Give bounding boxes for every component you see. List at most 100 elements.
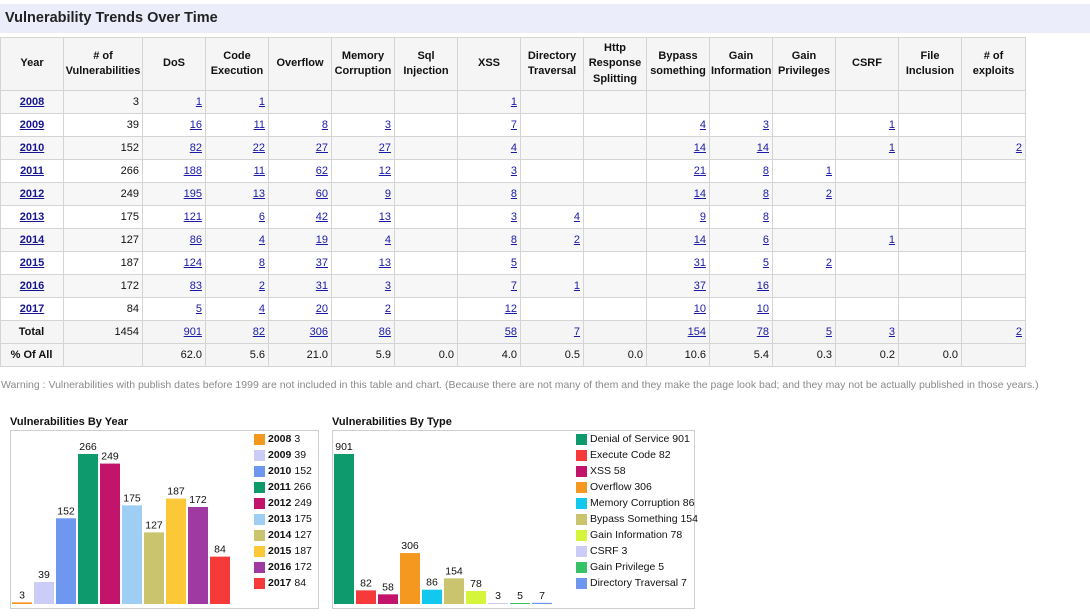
count-link[interactable]: 12: [378, 165, 391, 177]
count-link[interactable]: 3: [510, 165, 517, 177]
count-link[interactable]: 8: [510, 234, 517, 246]
count-link[interactable]: 4: [699, 119, 706, 131]
count-link[interactable]: 2: [1015, 142, 1022, 154]
year-link[interactable]: 2013: [19, 211, 45, 223]
year-link[interactable]: 2010: [19, 142, 45, 154]
total-link[interactable]: 2: [1015, 326, 1022, 338]
year-link[interactable]: 2014: [19, 234, 45, 246]
count-link[interactable]: 8: [258, 257, 265, 269]
year-link[interactable]: 2012: [19, 188, 45, 200]
table-cell: 62: [268, 159, 332, 183]
count-link[interactable]: 20: [315, 303, 328, 315]
year-link[interactable]: 2015: [19, 257, 45, 269]
count-link[interactable]: 4: [573, 211, 580, 223]
count-link[interactable]: 6: [258, 211, 265, 223]
count-link[interactable]: 2: [825, 257, 832, 269]
count-link[interactable]: 27: [378, 142, 391, 154]
count-link[interactable]: 8: [510, 188, 517, 200]
count-link[interactable]: 27: [315, 142, 328, 154]
count-link[interactable]: 188: [183, 165, 202, 177]
count-link[interactable]: 82: [189, 142, 202, 154]
count-link[interactable]: 8: [762, 188, 769, 200]
year-link[interactable]: 2016: [19, 280, 45, 292]
count-link[interactable]: 22: [252, 142, 265, 154]
count-link[interactable]: 1: [888, 234, 895, 246]
count-link[interactable]: 4: [384, 234, 391, 246]
count-link[interactable]: 2: [258, 280, 265, 292]
count-link[interactable]: 12: [504, 303, 517, 315]
total-link[interactable]: 86: [378, 326, 391, 338]
total-link[interactable]: 306: [309, 326, 328, 338]
count-link[interactable]: 16: [189, 119, 202, 131]
total-link[interactable]: 154: [687, 326, 706, 338]
count-link[interactable]: 8: [762, 165, 769, 177]
count-link[interactable]: 195: [183, 188, 202, 200]
total-link[interactable]: 78: [756, 326, 769, 338]
count-link[interactable]: 9: [699, 211, 706, 223]
count-link[interactable]: 14: [756, 142, 769, 154]
count-link[interactable]: 13: [378, 257, 391, 269]
count-link[interactable]: 4: [510, 142, 517, 154]
count-link[interactable]: 4: [258, 234, 265, 246]
year-link[interactable]: 2017: [19, 303, 45, 315]
count-link[interactable]: 2: [825, 188, 832, 200]
count-link[interactable]: 11: [253, 119, 265, 131]
total-link[interactable]: 5: [825, 326, 832, 338]
count-link[interactable]: 4: [258, 303, 265, 315]
count-link[interactable]: 1: [195, 96, 202, 108]
count-link[interactable]: 14: [693, 234, 706, 246]
count-link[interactable]: 5: [510, 257, 517, 269]
count-link[interactable]: 83: [189, 280, 202, 292]
count-link[interactable]: 11: [253, 165, 265, 177]
total-link[interactable]: 82: [252, 326, 265, 338]
table-cell: 21: [646, 159, 710, 183]
count-link[interactable]: 7: [510, 280, 517, 292]
total-link[interactable]: 3: [888, 326, 895, 338]
count-link[interactable]: 86: [189, 234, 202, 246]
year-link[interactable]: 2008: [19, 96, 45, 108]
count-link[interactable]: 3: [762, 119, 769, 131]
count-link[interactable]: 14: [693, 142, 706, 154]
count-link[interactable]: 60: [315, 188, 328, 200]
count-link[interactable]: 8: [321, 119, 328, 131]
total-link[interactable]: 901: [183, 326, 202, 338]
count-link[interactable]: 9: [384, 188, 391, 200]
count-link[interactable]: 16: [756, 280, 769, 292]
count-link[interactable]: 1: [510, 96, 517, 108]
table-cell: [583, 159, 647, 183]
count-link[interactable]: 62: [315, 165, 328, 177]
count-link[interactable]: 10: [693, 303, 706, 315]
count-link[interactable]: 31: [315, 280, 328, 292]
count-link[interactable]: 2: [384, 303, 391, 315]
count-link[interactable]: 124: [183, 257, 202, 269]
count-link[interactable]: 1: [825, 165, 832, 177]
count-link[interactable]: 2: [573, 234, 580, 246]
count-link[interactable]: 5: [762, 257, 769, 269]
count-link[interactable]: 13: [378, 211, 391, 223]
count-link[interactable]: 6: [762, 234, 769, 246]
total-link[interactable]: 58: [504, 326, 517, 338]
count-link[interactable]: 1: [258, 96, 265, 108]
count-link[interactable]: 10: [756, 303, 769, 315]
count-link[interactable]: 3: [510, 211, 517, 223]
count-link[interactable]: 21: [693, 165, 706, 177]
count-link[interactable]: 31: [693, 257, 706, 269]
count-link[interactable]: 37: [693, 280, 706, 292]
year-link[interactable]: 2011: [20, 165, 44, 177]
count-link[interactable]: 1: [888, 142, 895, 154]
count-link[interactable]: 8: [762, 211, 769, 223]
count-link[interactable]: 1: [573, 280, 580, 292]
total-link[interactable]: 7: [573, 326, 580, 338]
count-link[interactable]: 14: [693, 188, 706, 200]
count-link[interactable]: 37: [315, 257, 328, 269]
year-link[interactable]: 2009: [19, 119, 45, 131]
count-link[interactable]: 13: [252, 188, 265, 200]
count-link[interactable]: 42: [315, 211, 328, 223]
count-link[interactable]: 1: [888, 119, 895, 131]
count-link[interactable]: 3: [384, 119, 391, 131]
count-link[interactable]: 3: [384, 280, 391, 292]
count-link[interactable]: 19: [315, 234, 328, 246]
count-link[interactable]: 5: [195, 303, 202, 315]
count-link[interactable]: 7: [510, 119, 517, 131]
count-link[interactable]: 121: [183, 211, 202, 223]
